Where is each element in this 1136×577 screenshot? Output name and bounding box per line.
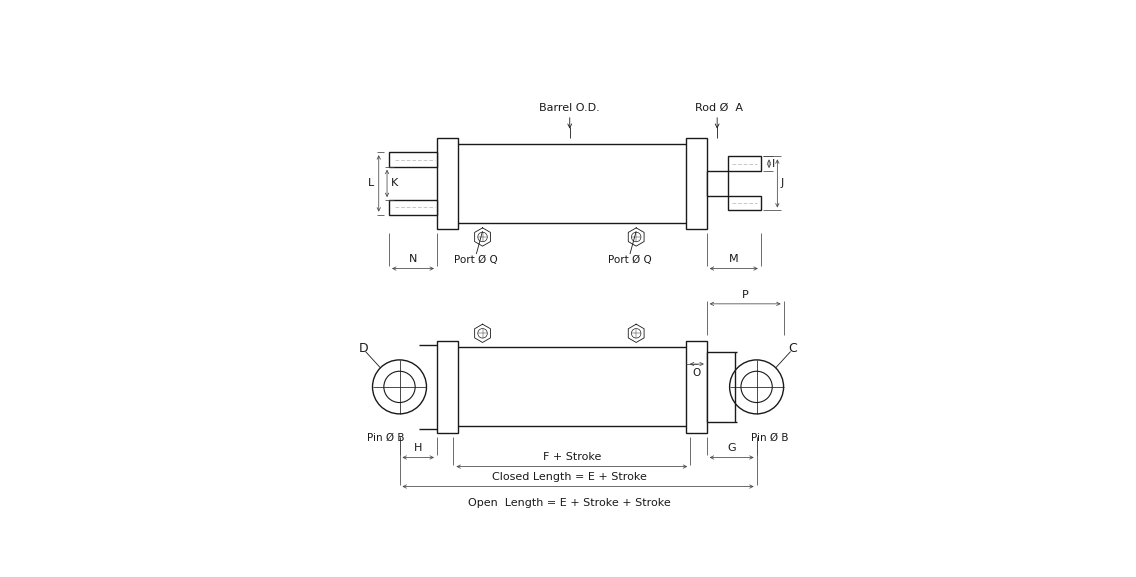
Bar	[437, 341, 458, 433]
Bar	[686, 138, 707, 229]
Bar	[453, 144, 691, 223]
Text: Barrel O.D.: Barrel O.D.	[540, 103, 600, 113]
Text: Port Ø Q: Port Ø Q	[454, 255, 499, 265]
Text: G: G	[727, 443, 736, 454]
Text: O: O	[693, 368, 701, 378]
Text: I: I	[772, 159, 776, 168]
Text: Pin Ø B: Pin Ø B	[751, 433, 788, 443]
Text: Rod Ø  A: Rod Ø A	[695, 103, 743, 113]
Bar	[390, 200, 437, 215]
Bar	[390, 152, 437, 167]
Text: K: K	[391, 178, 399, 189]
Text: M: M	[729, 254, 738, 264]
Text: Port Ø Q: Port Ø Q	[608, 255, 652, 265]
Bar	[707, 171, 727, 196]
Bar	[707, 351, 735, 422]
Text: J: J	[780, 178, 784, 189]
Text: P: P	[742, 290, 749, 299]
Bar	[437, 138, 458, 229]
Text: Closed Length = E + Stroke: Closed Length = E + Stroke	[492, 471, 648, 482]
Text: L: L	[368, 178, 374, 189]
Text: F + Stroke: F + Stroke	[543, 452, 601, 462]
Text: C: C	[788, 342, 797, 355]
Bar	[686, 341, 707, 433]
Text: N: N	[409, 254, 417, 264]
Text: Pin Ø B: Pin Ø B	[367, 433, 404, 443]
Text: D: D	[358, 342, 368, 355]
Bar	[727, 156, 761, 171]
Bar	[453, 347, 691, 426]
Bar	[727, 196, 761, 211]
Text: H: H	[414, 443, 423, 454]
Text: Open  Length = E + Stroke + Stroke: Open Length = E + Stroke + Stroke	[468, 498, 671, 508]
